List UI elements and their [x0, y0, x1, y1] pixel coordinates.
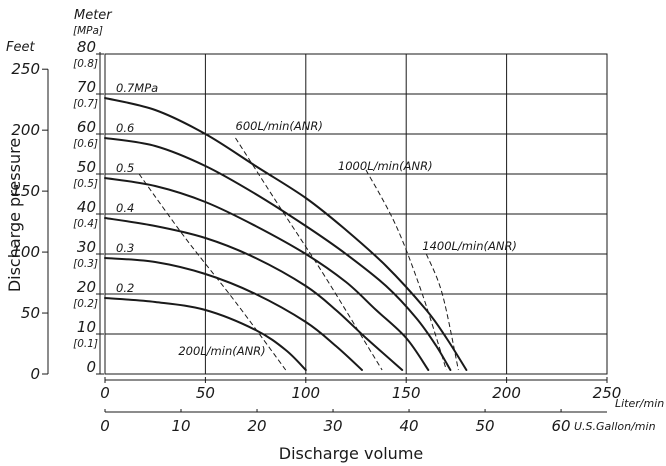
air-consumption-label: 200L/min(ANR)	[178, 344, 265, 358]
gallon-tick-label: 50	[476, 417, 495, 435]
liter-tick-label: 0	[100, 384, 110, 402]
axes	[42, 52, 608, 413]
meter-tick-label: 70	[77, 78, 96, 96]
feet-tick-label: 0	[30, 365, 40, 383]
mpa-tick-label: [0.8]	[73, 58, 98, 70]
air-consumption-curve	[425, 253, 459, 371]
mpa-tick-label: [0.3]	[73, 258, 98, 270]
air-consumption-label: 1400L/min(ANR)	[422, 239, 517, 253]
pressure-curve-label: 0.4	[116, 201, 134, 215]
pressure-curve	[104, 217, 404, 371]
pressure-curve-label: 0.6	[116, 121, 134, 135]
meter-tick-label: 80	[77, 38, 96, 56]
pressure-curve	[104, 177, 430, 371]
meter-tick-label: 60	[77, 118, 96, 136]
pressure-curve-label: 0.5	[116, 161, 134, 175]
y-axis-title: Discharge pressure	[5, 138, 24, 292]
pressure-curve	[104, 257, 363, 371]
gallon-tick-label: 0	[100, 417, 110, 435]
y-unit-header-sub: [MPa]	[73, 25, 103, 37]
x-unit-liter: Liter/min	[615, 397, 664, 410]
feet-tick-label: 150	[11, 182, 40, 200]
air-consumption-curve	[138, 173, 287, 371]
liter-tick-label: 250	[593, 384, 622, 402]
air-consumption-curves	[138, 137, 459, 371]
mpa-tick-label: [0.6]	[73, 138, 98, 150]
plot-frame	[104, 53, 608, 375]
gallon-tick-label: 60	[552, 417, 571, 435]
air-consumption-curve	[235, 137, 383, 371]
liter-tick-label: 100	[291, 384, 320, 402]
pressure-curve	[104, 137, 452, 371]
meter-tick-label: 50	[77, 158, 96, 176]
meter-tick-label: 10	[77, 318, 96, 336]
grid	[104, 53, 608, 375]
pressure-curve-label: 0.2	[116, 281, 134, 295]
meter-tick-label: 30	[77, 238, 96, 256]
air-consumption-label: 600L/min(ANR)	[236, 119, 323, 133]
y-left-header: Feet	[6, 40, 35, 55]
pressure-curve	[104, 297, 307, 371]
feet-tick-label: 50	[21, 304, 40, 322]
labels: 0.7MPa 0.6 0.5 0.4 0.3 0.2 200L/min(ANR) 600L/m…	[11, 38, 621, 435]
gallon-tick-label: 10	[171, 417, 190, 435]
gallon-tick-label: 20	[247, 417, 266, 435]
mpa-tick-label: [0.1]	[73, 338, 98, 350]
x-axis-title: Discharge volume	[279, 444, 424, 463]
meter-tick-label: 0	[86, 358, 96, 376]
liter-tick-label: 200	[492, 384, 521, 402]
y-unit-header: Meter	[74, 8, 113, 23]
liter-tick-label: 150	[392, 384, 421, 402]
mpa-tick-label: [0.5]	[73, 178, 98, 190]
mpa-tick-label: [0.4]	[73, 218, 98, 230]
pressure-curve-label: 0.3	[116, 241, 134, 255]
feet-tick-label: 100	[11, 243, 40, 261]
pressure-curve-label: 0.7MPa	[116, 81, 158, 95]
mpa-tick-label: [0.7]	[73, 98, 98, 110]
meter-tick-label: 40	[77, 198, 96, 216]
pressure-curves	[104, 97, 468, 371]
gallon-tick-label: 30	[323, 417, 342, 435]
feet-tick-label: 250	[11, 60, 40, 78]
meter-tick-label: 20	[77, 278, 96, 296]
feet-tick-label: 200	[11, 121, 40, 139]
air-consumption-label: 1000L/min(ANR)	[338, 159, 433, 173]
liter-tick-label: 50	[196, 384, 215, 402]
gallon-tick-label: 40	[399, 417, 418, 435]
pressure-curve	[104, 97, 468, 371]
x-unit-gallon: U.S.Gallon/min	[574, 420, 656, 433]
mpa-tick-label: [0.2]	[73, 298, 98, 310]
